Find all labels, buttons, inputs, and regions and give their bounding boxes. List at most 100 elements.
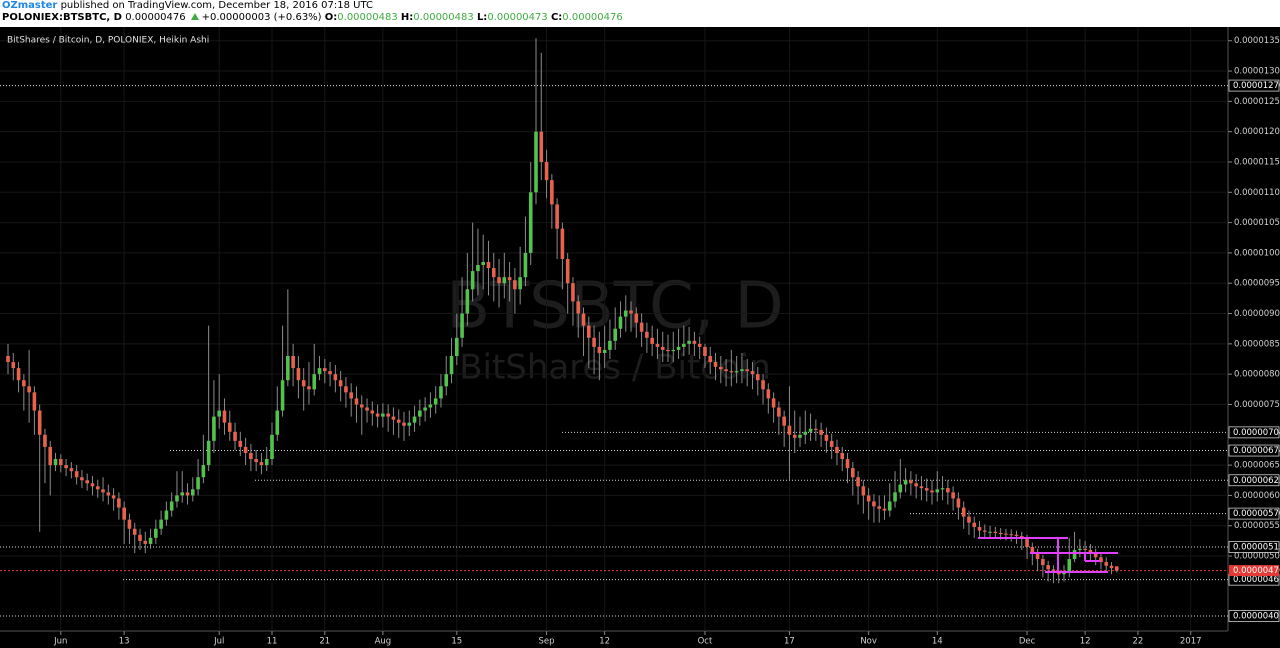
candle-body <box>940 488 945 490</box>
header-row: OZmaster published on TradingView.com, D… <box>0 0 1280 12</box>
x-tick-label: 11 <box>267 637 278 647</box>
candle-body <box>845 459 850 469</box>
candle-body <box>69 468 74 472</box>
candle-body <box>1004 533 1008 535</box>
legend: BitShares / Bitcoin, D, POLONIEX, Heikin… <box>7 36 209 46</box>
candle-body <box>687 340 691 344</box>
candle-body <box>766 389 771 399</box>
candle-body <box>59 459 63 466</box>
candle-body <box>909 480 913 484</box>
candle-body <box>196 477 200 490</box>
candle-body <box>391 416 396 420</box>
candle-body <box>608 340 612 350</box>
x-tick-label: Sep <box>539 637 555 647</box>
chart: BTSBTC, D BitShares / Bitcoin 0.0000135 0… <box>0 27 1280 648</box>
candle-body <box>993 531 998 534</box>
candle-body <box>90 483 95 487</box>
level-label: 0.00000704 <box>1233 428 1280 438</box>
x-tick-label: Oct <box>698 637 713 647</box>
candle-body <box>280 380 285 411</box>
candle-body <box>829 440 834 447</box>
candle-body <box>898 484 903 493</box>
candle-body <box>655 343 660 347</box>
candle-body <box>740 369 744 372</box>
candle-body <box>1035 553 1040 560</box>
candle-body <box>154 528 158 538</box>
level-label-box <box>1228 610 1280 622</box>
candle-body <box>180 492 185 496</box>
candle-body <box>645 331 649 338</box>
candle-body <box>439 386 443 399</box>
candle-body <box>444 374 449 387</box>
candle-body <box>555 204 559 229</box>
candle-body <box>396 419 401 423</box>
candle-body <box>37 410 42 435</box>
level-label-box <box>1228 507 1280 520</box>
candle-body <box>1093 553 1098 558</box>
candle-body <box>919 486 924 489</box>
candle-body <box>1014 534 1019 537</box>
candle-body <box>43 434 47 447</box>
candle-body <box>1078 548 1082 550</box>
candle-body <box>106 492 111 496</box>
candle-body <box>402 422 406 426</box>
candle-body <box>697 343 702 347</box>
candle-body <box>734 371 739 373</box>
author[interactable]: OZmaster <box>2 0 58 11</box>
candle-body <box>143 540 148 544</box>
candle-body <box>660 346 665 350</box>
x-tick-label: 15 <box>451 637 462 647</box>
candle-body <box>808 428 813 432</box>
chart-background <box>0 27 1280 648</box>
candle-body <box>465 289 470 314</box>
candle-body <box>307 386 311 390</box>
level-label: 0.00000515 <box>1233 542 1280 552</box>
candle-body <box>935 489 940 493</box>
candle-body <box>1009 534 1013 536</box>
candle-body <box>956 498 961 508</box>
candle-body <box>132 528 137 535</box>
candle-body <box>629 310 633 314</box>
price: 0.00000476 <box>125 12 186 23</box>
candle-body <box>587 325 591 338</box>
candle-body <box>32 392 37 411</box>
up-arrow <box>190 13 199 20</box>
candle-body <box>11 362 16 369</box>
candle-body <box>365 407 369 411</box>
candle-body <box>1083 548 1087 550</box>
candle-body <box>359 404 364 408</box>
candle-body <box>243 446 248 453</box>
candle-body <box>1099 557 1103 563</box>
candle-body <box>824 434 829 441</box>
candle-body <box>175 495 179 502</box>
candle-body <box>6 355 10 363</box>
candle-body <box>650 337 654 344</box>
level-label-box <box>1228 426 1280 439</box>
candle-body <box>101 489 105 493</box>
candle-body <box>988 531 992 533</box>
candle-body <box>185 492 190 496</box>
candle-body <box>217 410 221 417</box>
candle-body <box>518 277 522 290</box>
candle-body <box>893 492 897 502</box>
candle-body <box>803 431 808 435</box>
x-tick-label: Dec <box>1019 637 1036 647</box>
candle-body <box>713 362 718 367</box>
candle-body <box>761 380 765 390</box>
candle-body <box>1046 565 1050 570</box>
close: 0.00000476 <box>562 12 623 23</box>
x-tick-label: 17 <box>784 637 795 647</box>
candle-body <box>423 407 427 411</box>
high-label: H: <box>400 12 414 23</box>
candle-body <box>22 380 26 387</box>
candle-body <box>682 343 686 347</box>
candle-body <box>476 265 480 272</box>
candle-body <box>138 534 142 541</box>
level-label: 0.00000461 <box>1233 575 1280 585</box>
level-label-box <box>1228 474 1280 487</box>
